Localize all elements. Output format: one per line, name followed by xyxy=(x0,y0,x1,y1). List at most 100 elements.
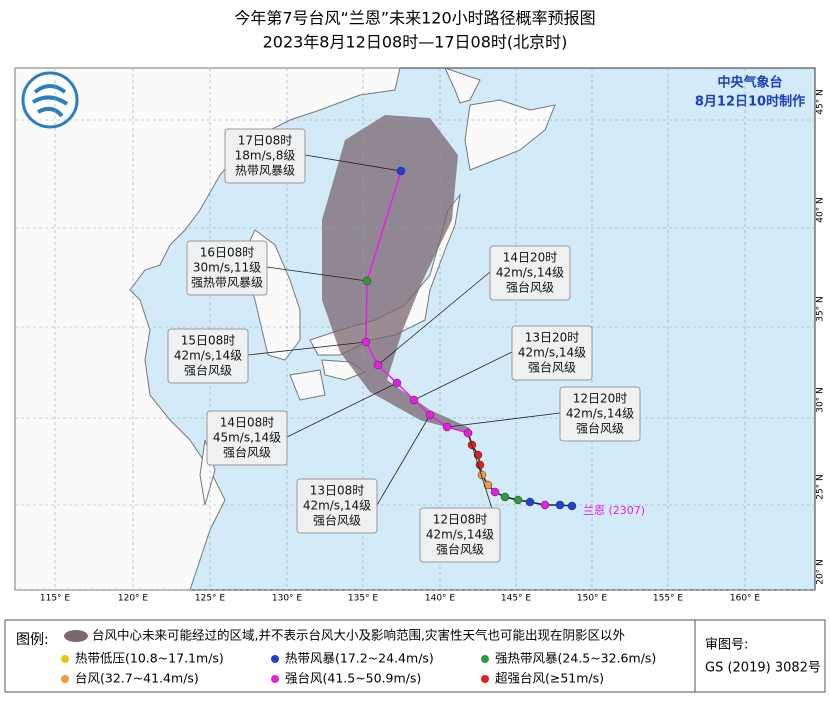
approval-number: GS (2019) 3082号 xyxy=(705,661,821,676)
leader-line xyxy=(304,154,402,172)
annotation-grade: 热带风暴级 xyxy=(235,164,295,178)
lon-label: 145° E xyxy=(501,594,532,604)
annotation-wind: 42m/s,14级 xyxy=(518,346,586,360)
legend-marker xyxy=(481,655,489,663)
forecast-point xyxy=(463,428,473,438)
leader-line xyxy=(377,271,491,366)
forecast-point xyxy=(409,395,419,405)
forecast-point xyxy=(373,360,383,370)
annotation-time: 12日08时 xyxy=(433,513,488,527)
annotation-box xyxy=(489,245,571,301)
annotation-grade: 强台风级 xyxy=(436,542,484,557)
past-point xyxy=(555,500,565,510)
annotation-grade: 强台风级 xyxy=(313,513,361,528)
annotation-time: 12日20时 xyxy=(573,392,628,406)
past-point xyxy=(500,492,510,502)
annotation-time: 15日08时 xyxy=(181,334,236,348)
probability-cone xyxy=(322,115,470,432)
annotation-grade: 强台风级 xyxy=(576,421,624,436)
annotation-wind: 30m/s,11级 xyxy=(193,261,261,275)
past-point xyxy=(540,500,550,510)
legend-marker xyxy=(61,655,69,663)
lat-label: 45° N xyxy=(816,89,826,115)
annotation-wind: 18m/s,8级 xyxy=(235,149,296,163)
forecast-point xyxy=(392,378,402,388)
annotation-box xyxy=(186,240,268,296)
leader-line xyxy=(413,351,513,401)
forecast-point xyxy=(442,422,452,432)
land xyxy=(14,67,556,591)
annotation-time: 14日20时 xyxy=(503,251,558,265)
leader-line xyxy=(376,414,431,506)
past-point xyxy=(513,495,523,505)
forecast-point xyxy=(362,276,372,286)
lon-label: 130° E xyxy=(272,594,303,604)
title: 今年第7号台风“兰恩”未来120小时路径概率预报图 xyxy=(234,9,595,28)
annotation-box xyxy=(419,507,501,563)
legend-label: 热带风暴(17.2~24.4m/s) xyxy=(285,651,434,666)
annotation-time: 13日08时 xyxy=(310,484,365,498)
annotation-wind: 45m/s,14级 xyxy=(213,431,281,445)
past-point xyxy=(567,501,577,511)
forecast-point xyxy=(396,166,406,176)
past-point xyxy=(475,460,485,470)
annotation-time: 16日08时 xyxy=(200,246,255,260)
agency: 中央气象台 xyxy=(717,75,782,91)
past-point xyxy=(483,480,493,490)
annotation-box xyxy=(224,128,306,184)
legend-label: 强台风(41.5~50.9m/s) xyxy=(285,671,421,686)
legend-label: 台风(32.7~41.4m/s) xyxy=(75,671,199,686)
approval-label: 审图号: xyxy=(705,638,748,653)
past-point xyxy=(477,470,487,480)
annotation-wind: 42m/s,14级 xyxy=(566,407,634,421)
leader-line xyxy=(286,382,398,438)
annotation-grade: 强台风级 xyxy=(528,360,576,375)
forecast-point xyxy=(425,410,435,420)
legend-label: 超强台风(≥51m/s) xyxy=(495,671,604,686)
annotation-wind: 42m/s,14级 xyxy=(174,349,242,363)
leader-line xyxy=(446,412,561,428)
lat-label: 20° N xyxy=(816,559,826,585)
annotation-box xyxy=(206,410,288,466)
annotation-box xyxy=(559,386,641,442)
legend-cone-text: 台风中心未来可能经过的区域,并不表示台风大小及影响范围,灾害性天气也可能出现在阴… xyxy=(92,628,625,643)
annotation-grade: 强台风级 xyxy=(184,363,232,378)
past-point xyxy=(525,497,535,507)
logo xyxy=(21,71,79,129)
legend-cone xyxy=(64,630,88,642)
lon-label: 125° E xyxy=(195,594,226,604)
leader-line xyxy=(247,341,367,356)
annotation-grade: 强台风级 xyxy=(223,445,271,460)
lon-label: 115° E xyxy=(40,594,71,604)
legend-label: 热带低压(10.8~17.1m/s) xyxy=(75,651,224,666)
annotation-wind: 42m/s,14级 xyxy=(496,266,564,280)
lon-label: 140° E xyxy=(425,594,456,604)
annotation-wind: 42m/s,14级 xyxy=(303,499,371,513)
lat-label: 40° N xyxy=(816,197,826,223)
lon-label: 155° E xyxy=(653,594,684,604)
lat-label: 35° N xyxy=(816,296,826,322)
legend-marker xyxy=(271,655,279,663)
issue-time: 8月12日10时制作 xyxy=(695,94,805,110)
lon-label: 135° E xyxy=(348,594,379,604)
annotation-grade: 强台风级 xyxy=(506,280,554,295)
annotation-time: 17日08时 xyxy=(238,134,293,148)
storm-label: 兰恩 (2307) xyxy=(583,504,645,517)
lat-label: 30° N xyxy=(816,387,826,413)
annotation-wind: 42m/s,14级 xyxy=(426,528,494,542)
past-point xyxy=(490,487,500,497)
annotation-time: 14日08时 xyxy=(220,416,275,430)
annotation-box xyxy=(511,325,593,381)
legend-marker xyxy=(61,675,69,683)
legend-marker xyxy=(271,675,279,683)
legend-title: 图例: xyxy=(16,632,49,648)
lon-label: 120° E xyxy=(118,594,149,604)
lon-label: 160° E xyxy=(730,594,761,604)
legend-box xyxy=(4,619,826,693)
forecast-point xyxy=(361,337,371,347)
annotation-box xyxy=(167,328,249,384)
annotation-grade: 强热带风暴级 xyxy=(191,276,263,290)
subtitle: 2023年8月12日08时—17日08时(北京时) xyxy=(263,33,568,52)
annotation-box xyxy=(296,478,378,534)
